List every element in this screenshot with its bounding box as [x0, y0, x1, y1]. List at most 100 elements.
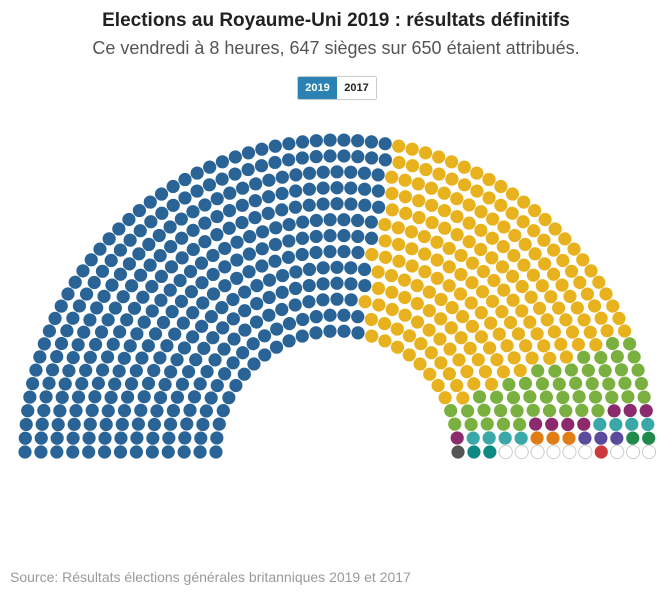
seat-dot	[569, 376, 583, 390]
seat-dot	[563, 289, 577, 303]
seat-dot	[364, 231, 379, 245]
seat-dot	[607, 404, 621, 418]
seat-dot	[372, 298, 386, 312]
seat-dot	[163, 417, 178, 431]
seat-dot	[130, 431, 144, 445]
seat-dot	[570, 301, 584, 315]
seat-dot	[450, 209, 464, 224]
seat-dot	[450, 192, 464, 206]
seat-dot	[337, 149, 351, 163]
seat-dot	[178, 431, 192, 445]
seat-dot	[385, 302, 399, 317]
seat-dot	[124, 377, 139, 391]
seat-dot	[136, 290, 150, 304]
seat-dot	[454, 331, 468, 345]
seat-dot	[572, 390, 586, 404]
seat-dot	[344, 181, 358, 195]
seat-dot	[113, 445, 128, 459]
seat-dot	[434, 292, 448, 307]
seat-dot	[418, 247, 432, 261]
seat-dot	[548, 222, 562, 236]
seat-dot	[588, 390, 603, 404]
seat-dot	[454, 267, 468, 282]
seat-dot	[464, 296, 478, 310]
seat-dot	[392, 254, 406, 268]
seat-dot	[351, 213, 365, 228]
seat-dot	[170, 390, 184, 404]
seat-dot	[193, 445, 207, 459]
seat-dot	[430, 235, 444, 249]
seat-dot	[480, 417, 494, 431]
seat-dot	[591, 404, 605, 418]
seat-dot	[162, 431, 176, 445]
seat-dot	[178, 191, 192, 205]
seat-dot	[371, 168, 385, 182]
seat-dot	[270, 322, 284, 336]
seat-dot	[442, 279, 456, 293]
seat-dot	[295, 231, 310, 245]
seat-dot	[484, 377, 499, 391]
seat-dot	[351, 310, 365, 324]
seat-dot	[146, 431, 160, 445]
seat-dot	[209, 445, 223, 459]
seat-dot	[365, 329, 379, 343]
seat-dot	[511, 327, 526, 341]
seat-dot	[127, 301, 142, 315]
seat-dot	[528, 203, 542, 218]
seat-dot	[464, 417, 478, 432]
seat-dot	[53, 404, 67, 418]
seat-dot	[83, 350, 97, 364]
seat-dot	[45, 363, 60, 377]
seat-dot	[542, 404, 557, 418]
seat-dot	[442, 260, 456, 274]
seat-dot	[262, 290, 276, 305]
seat-dot	[605, 336, 620, 351]
seat-dot	[631, 363, 645, 377]
seat-dot	[143, 195, 157, 209]
seat-dot	[288, 281, 303, 296]
year-2017-button[interactable]: 2017	[337, 77, 376, 99]
seat-dot	[418, 146, 433, 160]
seat-dot	[482, 341, 497, 355]
seat-dot	[392, 237, 406, 252]
seat-dot	[83, 313, 97, 327]
seat-dot	[398, 290, 412, 305]
seat-dot	[295, 151, 309, 165]
seat-dot	[577, 313, 591, 327]
seat-dot	[129, 445, 144, 459]
seat-dot	[67, 417, 81, 431]
seat-dot	[432, 167, 446, 181]
seat-dot	[48, 311, 62, 326]
year-2019-button[interactable]: 2019	[298, 77, 337, 99]
seat-dot	[465, 256, 480, 270]
seat-dot	[122, 212, 136, 227]
seat-dot	[145, 279, 159, 294]
seat-dot	[295, 329, 309, 343]
seat-dot	[50, 431, 64, 445]
seat-dot	[378, 234, 392, 248]
seat-dot	[559, 404, 573, 418]
seat-dot	[58, 377, 72, 391]
seat-dot	[594, 311, 608, 325]
seat-dot	[417, 230, 431, 244]
seat-dot	[532, 301, 547, 315]
seat-dot	[120, 313, 134, 327]
seat-dot	[204, 391, 218, 405]
seat-dot	[112, 222, 126, 236]
seat-dot	[60, 324, 74, 338]
seat-dot	[174, 294, 189, 308]
seat-dot	[19, 417, 33, 432]
seat-dot	[134, 268, 148, 282]
seat-dot	[235, 215, 249, 230]
seat-dot	[206, 287, 221, 301]
seat-dot	[316, 181, 330, 195]
seat-dot	[116, 290, 130, 304]
seat-dot	[371, 281, 386, 296]
seat-dot	[255, 142, 269, 156]
seat-dot	[236, 181, 250, 195]
seat-dot	[485, 251, 499, 265]
seat-dot	[21, 404, 35, 418]
seat-dot	[639, 404, 653, 418]
seat-dot	[181, 365, 196, 379]
seat-dot	[605, 390, 619, 404]
